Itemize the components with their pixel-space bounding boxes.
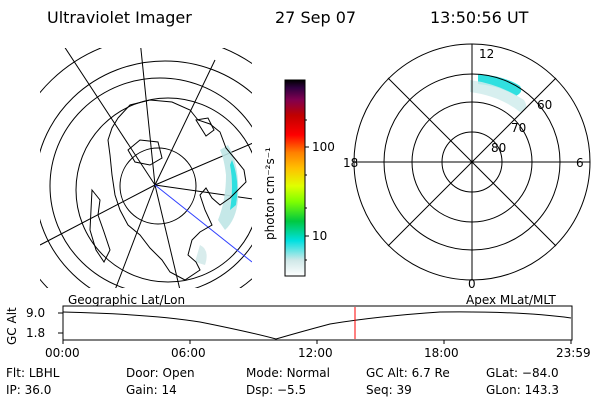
colorbar-unit-label: photon cm⁻²s⁻¹	[263, 147, 277, 240]
mlat-label-80: 80	[491, 141, 507, 155]
x-tick-2359: 23:59	[556, 346, 591, 360]
mode-info: Mode: Normal	[246, 366, 330, 380]
time-label: 13:50:56 UT	[430, 8, 529, 27]
x-tick-1200: 12:00	[298, 346, 333, 360]
glon-info: GLon: 143.3	[486, 383, 559, 397]
altitude-curve	[62, 311, 572, 340]
instrument-title: Ultraviolet Imager	[47, 8, 192, 27]
y-tick-1-8: 1.8	[26, 326, 46, 340]
x-tick-1800: 18:00	[424, 346, 459, 360]
geo-latlon-label: Geographic Lat/Lon	[68, 293, 186, 307]
y-tick-9: 9.0	[26, 306, 46, 320]
mlt-label-12: 12	[479, 47, 495, 61]
x-tick-0000: 00:00	[45, 346, 80, 360]
x-tick-0600: 06:00	[171, 346, 206, 360]
mlt-label-0: 0	[468, 277, 476, 291]
ip-info: IP: 36.0	[6, 383, 52, 397]
apex-mlat-mlt-label: Apex MLat/MLT	[466, 293, 556, 307]
mlat-label-60: 60	[537, 98, 553, 112]
mlt-label-6: 6	[576, 156, 584, 170]
altitude-timeline	[58, 305, 573, 344]
dsp-info: Dsp: −5.5	[246, 383, 307, 397]
colorbar	[284, 79, 309, 277]
gain-info: Gain: 14	[126, 383, 177, 397]
polar-mlt-plot	[353, 43, 591, 281]
filter-info: Flt: LBHL	[6, 366, 60, 380]
door-info: Door: Open	[126, 366, 195, 380]
geographic-map	[40, 48, 252, 288]
colorbar-tick-100: 100	[312, 140, 335, 154]
date-label: 27 Sep 07	[275, 8, 357, 27]
glat-info: GLat: −84.0	[486, 366, 559, 380]
colorbar-tick-10: 10	[312, 229, 328, 243]
mlat-label-70: 70	[511, 121, 527, 135]
seq-info: Seq: 39	[366, 383, 412, 397]
mlt-label-18: 18	[343, 156, 359, 170]
gc-alt-info: GC Alt: 6.7 Re	[366, 366, 450, 380]
gc-alt-axis-label: GC Alt	[5, 307, 19, 345]
